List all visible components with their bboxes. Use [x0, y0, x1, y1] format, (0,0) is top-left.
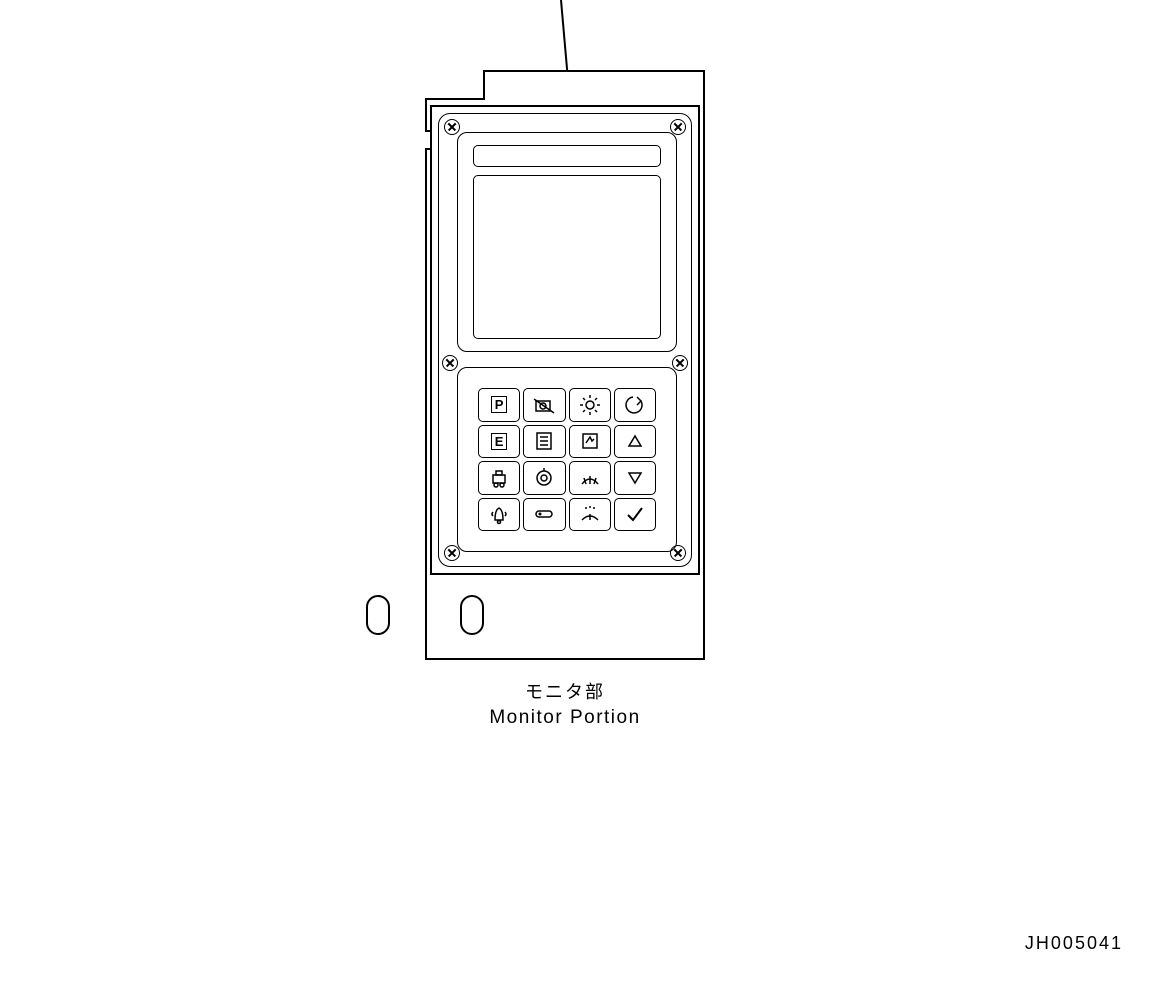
- mount-hole-left: [460, 595, 484, 635]
- display-screen: [473, 175, 661, 339]
- buzzer-icon: [487, 502, 511, 526]
- letter-e-icon: E: [491, 433, 508, 450]
- drawing-number: JH005041: [1025, 933, 1123, 954]
- menu-icon: [532, 429, 556, 453]
- caption-english: Monitor Portion: [425, 705, 705, 732]
- down-key[interactable]: [614, 461, 656, 495]
- triangle-down-icon: [623, 466, 647, 490]
- keypad-panel: P E: [457, 367, 677, 552]
- mount-hole-right: [366, 595, 390, 635]
- travel-key[interactable]: [478, 461, 520, 495]
- screw-icon: [444, 119, 460, 135]
- plate-notch: [425, 70, 485, 100]
- wiper-key[interactable]: [569, 461, 611, 495]
- power-mode-key[interactable]: P: [478, 388, 520, 422]
- select-icon: [578, 429, 602, 453]
- menu-key[interactable]: [523, 425, 565, 459]
- check-icon: [623, 502, 647, 526]
- keypad-grid: P E: [478, 388, 656, 531]
- monitor-body: P E: [430, 105, 700, 575]
- letter-p-icon: P: [491, 396, 508, 413]
- up-key[interactable]: [614, 425, 656, 459]
- triangle-up-icon: [623, 429, 647, 453]
- brightness-icon: [578, 393, 602, 417]
- brightness-key[interactable]: [569, 388, 611, 422]
- wiper-icon: [578, 466, 602, 490]
- travel-icon: [487, 466, 511, 490]
- screw-icon: [442, 355, 458, 371]
- auto-decel-key[interactable]: [523, 461, 565, 495]
- caption-japanese: モニタ部: [425, 680, 705, 705]
- buzzer-cancel-key[interactable]: [478, 498, 520, 532]
- display-panel: [457, 132, 677, 352]
- economy-mode-key[interactable]: E: [478, 425, 520, 459]
- washer-icon: [578, 502, 602, 526]
- mode-icon: [532, 502, 556, 526]
- return-key[interactable]: [614, 388, 656, 422]
- screw-icon: [672, 355, 688, 371]
- mode-key[interactable]: [523, 498, 565, 532]
- camera-key[interactable]: [523, 388, 565, 422]
- camera-icon: [532, 393, 556, 417]
- return-icon: [623, 393, 647, 417]
- select-key[interactable]: [569, 425, 611, 459]
- washer-key[interactable]: [569, 498, 611, 532]
- confirm-key[interactable]: [614, 498, 656, 532]
- caption: モニタ部 Monitor Portion: [425, 680, 705, 732]
- display-header-bar: [473, 145, 661, 167]
- auto-decel-icon: [532, 466, 556, 490]
